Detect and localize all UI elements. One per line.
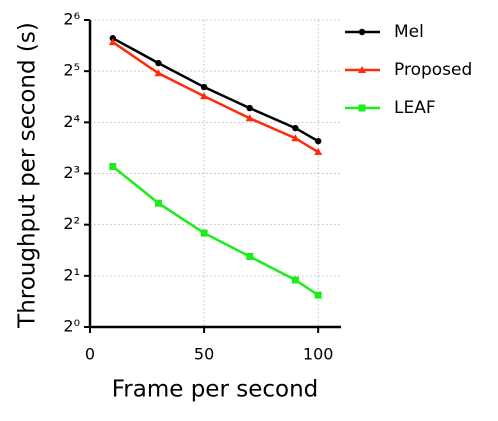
series-line — [112, 41, 319, 154]
y-tick-label: 2⁶ — [63, 10, 80, 29]
series-line — [112, 37, 319, 143]
legend-label: Mel — [394, 22, 424, 42]
data-point — [109, 162, 117, 170]
y-tick-label: 2⁵ — [63, 61, 80, 80]
data-point — [291, 276, 299, 284]
data-point — [314, 137, 322, 145]
data-point — [200, 229, 208, 237]
data-point — [245, 114, 254, 122]
y-tick-label: 2¹ — [63, 265, 80, 284]
data-point — [154, 69, 163, 77]
legend-marker — [358, 104, 366, 112]
x-axis-label: Frame per second — [112, 377, 319, 403]
data-point — [154, 199, 162, 207]
y-tick-label: 2⁰ — [63, 317, 80, 336]
data-point — [291, 134, 300, 142]
data-point — [246, 104, 253, 112]
legend-marker — [358, 28, 366, 36]
x-tick-label: 100 — [303, 345, 334, 364]
x-tick-label: 0 — [85, 345, 95, 364]
y-tick-label: 2⁴ — [63, 112, 80, 131]
data-point — [314, 148, 323, 156]
y-axis-label: Throughput per second (s) — [15, 22, 41, 329]
y-tick-label: 2³ — [63, 163, 80, 182]
legend-label: LEAF — [394, 98, 436, 118]
x-tick-label: 50 — [194, 345, 214, 364]
legend-label: Proposed — [394, 60, 472, 80]
data-point — [292, 124, 299, 132]
y-tick-label: 2² — [63, 214, 80, 233]
data-point — [246, 252, 254, 260]
data-point — [200, 92, 209, 100]
series-line — [112, 165, 319, 297]
data-point — [200, 83, 208, 91]
data-point — [314, 291, 322, 299]
data-point — [155, 59, 162, 67]
legend-marker — [358, 66, 366, 73]
data-point — [108, 38, 117, 46]
